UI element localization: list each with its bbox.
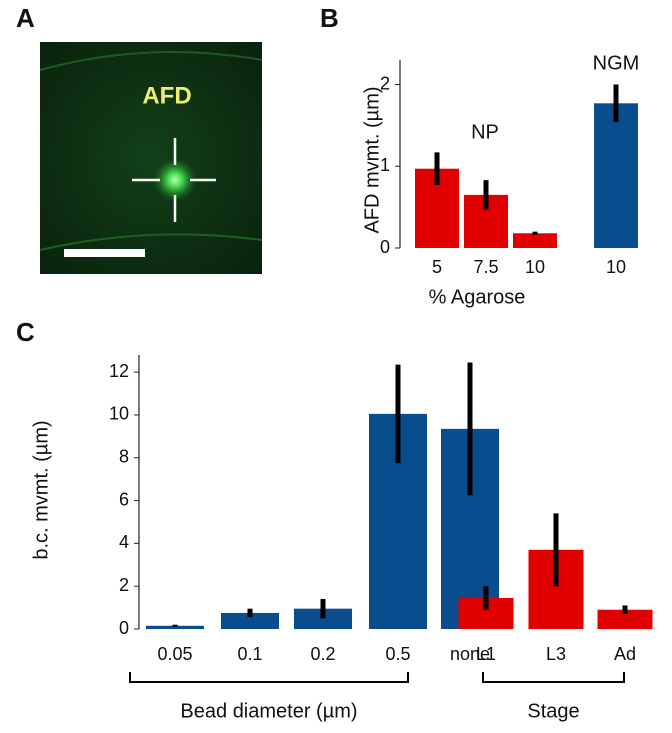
y-tick-label: 2 <box>119 575 129 595</box>
x-tick-label: none <box>450 644 490 664</box>
x-tick-label: L1 <box>476 644 496 664</box>
bar <box>294 608 352 629</box>
image-background <box>40 42 262 274</box>
group-label: Stage <box>527 700 579 722</box>
y-tick-label: 0 <box>380 237 390 257</box>
group-bracket <box>129 672 409 683</box>
x-tick-label: 0.5 <box>385 644 410 664</box>
x-tick-label: 10 <box>606 257 626 277</box>
y-tick-label: 4 <box>119 532 129 552</box>
group-bracket <box>482 672 625 683</box>
bar <box>594 103 638 248</box>
x-axis-label: % Agarose <box>429 286 526 308</box>
x-tick-label: 0.1 <box>237 644 262 664</box>
y-tick-label: 2 <box>380 73 390 93</box>
x-tick-label: L3 <box>546 644 566 664</box>
x-tick-label: Ad <box>614 644 636 664</box>
y-tick-label: 1 <box>380 155 390 175</box>
image-feature <box>39 51 263 71</box>
y-tick-label: 6 <box>119 489 129 509</box>
y-tick-label: 12 <box>109 361 129 381</box>
x-tick-label: 0.2 <box>310 644 335 664</box>
scale-bar <box>64 249 145 257</box>
neuron-glow <box>153 158 197 202</box>
bar <box>597 609 653 629</box>
group-annotation: NP <box>471 121 499 143</box>
y-tick-label: 10 <box>109 404 129 424</box>
panel-label: A <box>16 3 35 33</box>
y-tick-label: 8 <box>119 447 129 467</box>
x-tick-label: 0.05 <box>157 644 192 664</box>
group-annotation: NGM <box>593 52 640 74</box>
image-feature <box>39 233 263 251</box>
group-label: Bead diameter (µm) <box>180 700 357 722</box>
panel-label: B <box>320 3 339 33</box>
y-axis-label: b.c. mvmt. (µm) <box>30 420 52 559</box>
crosshair <box>132 138 216 222</box>
bar <box>146 625 204 629</box>
panel-label: C <box>16 317 35 347</box>
x-tick-label: 10 <box>525 257 545 277</box>
x-tick-label: 7.5 <box>473 257 498 277</box>
y-tick-label: 0 <box>119 618 129 638</box>
micrograph: AFD <box>39 42 263 274</box>
bar <box>221 612 279 629</box>
bar <box>513 233 557 248</box>
x-tick-label: 5 <box>432 257 442 277</box>
cell-label: AFD <box>142 82 191 109</box>
y-axis-label: AFD mvmt. (µm) <box>361 86 383 233</box>
